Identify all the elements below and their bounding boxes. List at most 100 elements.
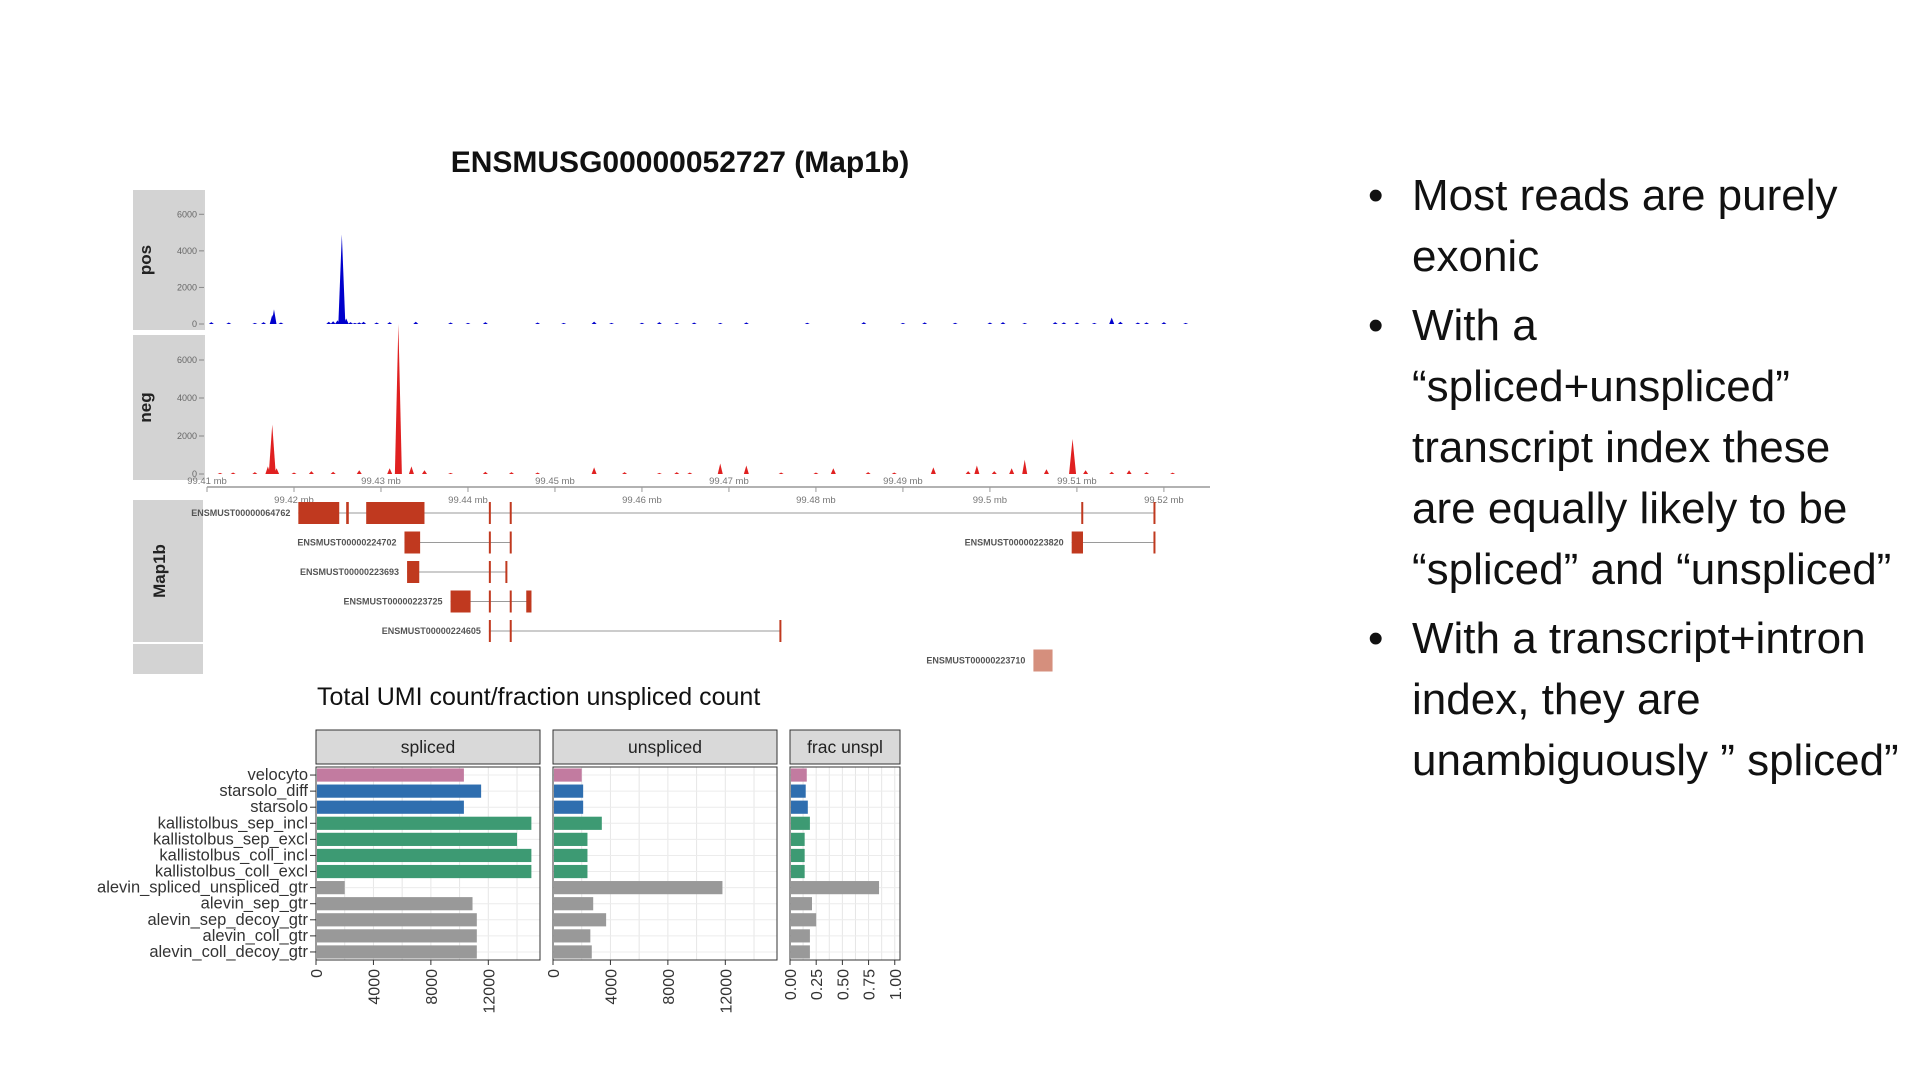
coverage-peak <box>1117 321 1123 324</box>
exon-block <box>779 620 782 642</box>
track-label-panel <box>133 190 203 330</box>
coverage-peak <box>691 322 697 324</box>
transcript-label: ENSMUST00000224702 <box>297 538 396 548</box>
coverage-peak <box>930 467 936 474</box>
coverage-peak <box>922 322 928 324</box>
exon-block <box>1153 502 1156 524</box>
coverage-peak <box>448 322 454 324</box>
coverage-peak <box>1022 459 1028 474</box>
bar <box>317 768 464 782</box>
coverage-peak <box>356 470 362 474</box>
transcript-label: ENSMUST00000223820 <box>965 538 1064 548</box>
coverage-peak <box>591 321 597 324</box>
genome-axis-tick-label: 99.43 mb <box>361 476 401 487</box>
bar <box>317 897 473 911</box>
bar <box>791 897 812 911</box>
x-tick-label: 0 <box>546 969 563 978</box>
coverage-peak <box>609 322 615 324</box>
facet-header <box>315 729 541 765</box>
exon-block <box>509 531 512 554</box>
exon-block <box>509 502 512 524</box>
coverage-peak <box>387 468 393 474</box>
y-tick-label: 6000 <box>177 209 197 219</box>
coverage-peak <box>1126 470 1132 474</box>
x-tick-label: 0.75 <box>862 969 879 1000</box>
coverage-peak <box>1083 470 1089 474</box>
coverage-peak <box>952 322 958 324</box>
coverage-peak <box>1109 471 1115 474</box>
coverage-peak <box>987 322 993 324</box>
genome-axis-tick-label: 99.45 mb <box>535 476 575 487</box>
facet-label: spliced <box>401 737 455 757</box>
bar <box>317 832 518 846</box>
exon-block <box>1153 531 1156 554</box>
facet-border <box>789 766 901 961</box>
x-tick-label: 0.50 <box>835 969 852 1000</box>
category-label: velocyto <box>247 766 308 784</box>
coverage-peak <box>361 321 367 324</box>
track-label-panel <box>133 500 203 642</box>
category-label: alevin_spliced_unspliced_gtr <box>97 879 308 897</box>
coverage-peak <box>743 322 749 324</box>
category-label: kallistolbus_sep_incl <box>158 814 308 832</box>
coverage-title: ENSMUSG00000052727 (Map1b) <box>451 146 910 179</box>
coverage-peak <box>717 322 723 324</box>
bullet-dot: • <box>1368 171 1384 220</box>
facet-border <box>315 766 541 961</box>
y-tick-label: 0 <box>192 469 197 479</box>
genome-axis-tick-label: 99.42 mb <box>274 495 314 506</box>
coverage-peak <box>1183 322 1189 324</box>
coverage-peak <box>804 322 810 324</box>
exon-block <box>1071 531 1083 554</box>
bar <box>554 768 582 782</box>
transcript-label: ENSMUST00000223710 <box>926 656 1025 666</box>
genome-axis-tick-label: 99.51 mb <box>1057 476 1097 487</box>
x-tick-label: 4000 <box>603 969 620 1005</box>
bar <box>317 816 532 830</box>
bar <box>317 800 464 814</box>
category-label: starsolo_diff <box>219 782 308 800</box>
x-tick-label: 12000 <box>718 969 735 1014</box>
coverage-peak <box>230 472 236 474</box>
x-tick-label: 0.25 <box>809 969 826 1000</box>
exon-block <box>1033 649 1053 672</box>
coverage-peak <box>482 471 488 474</box>
bar <box>791 929 810 943</box>
coverage-peak <box>1143 322 1149 324</box>
coverage-peak <box>274 468 280 474</box>
coverage-peak <box>408 466 414 474</box>
coverage-peak <box>687 472 693 474</box>
bar <box>317 945 477 959</box>
exon-block <box>505 561 508 583</box>
y-tick-label: 2000 <box>177 282 197 292</box>
bar <box>791 832 805 846</box>
coverage-peak <box>717 463 723 474</box>
transcript-label: ENSMUST00000223725 <box>344 597 443 607</box>
exon-block <box>404 531 421 554</box>
coverage-peak <box>343 318 349 324</box>
y-tick-label: 6000 <box>177 355 197 365</box>
exon-block <box>488 590 491 613</box>
x-tick-label: 1.00 <box>888 969 905 1000</box>
coverage-peak <box>865 472 871 474</box>
y-tick-label: 0 <box>192 319 197 329</box>
exon-block <box>488 561 491 583</box>
coverage-peak <box>1000 322 1006 324</box>
bar <box>554 929 591 943</box>
coverage-peak <box>326 321 332 324</box>
coverage-peak <box>374 322 380 324</box>
exon-block <box>488 502 491 524</box>
x-tick-label: 8000 <box>424 969 441 1005</box>
bar <box>554 784 584 798</box>
genome-axis-tick-label: 99.49 mb <box>883 476 923 487</box>
coverage-peak <box>448 472 454 474</box>
track-label-panel <box>133 644 203 674</box>
coverage-peak <box>900 322 906 324</box>
coverage-peak <box>330 321 336 324</box>
exon-block <box>346 502 349 524</box>
category-label: kallistolbus_coll_incl <box>159 846 308 864</box>
genome-axis-tick-label: 99.52 mb <box>1144 495 1184 506</box>
coverage-peak <box>1161 322 1167 324</box>
coverage-peak <box>1009 468 1015 474</box>
coverage-peak <box>226 322 232 324</box>
